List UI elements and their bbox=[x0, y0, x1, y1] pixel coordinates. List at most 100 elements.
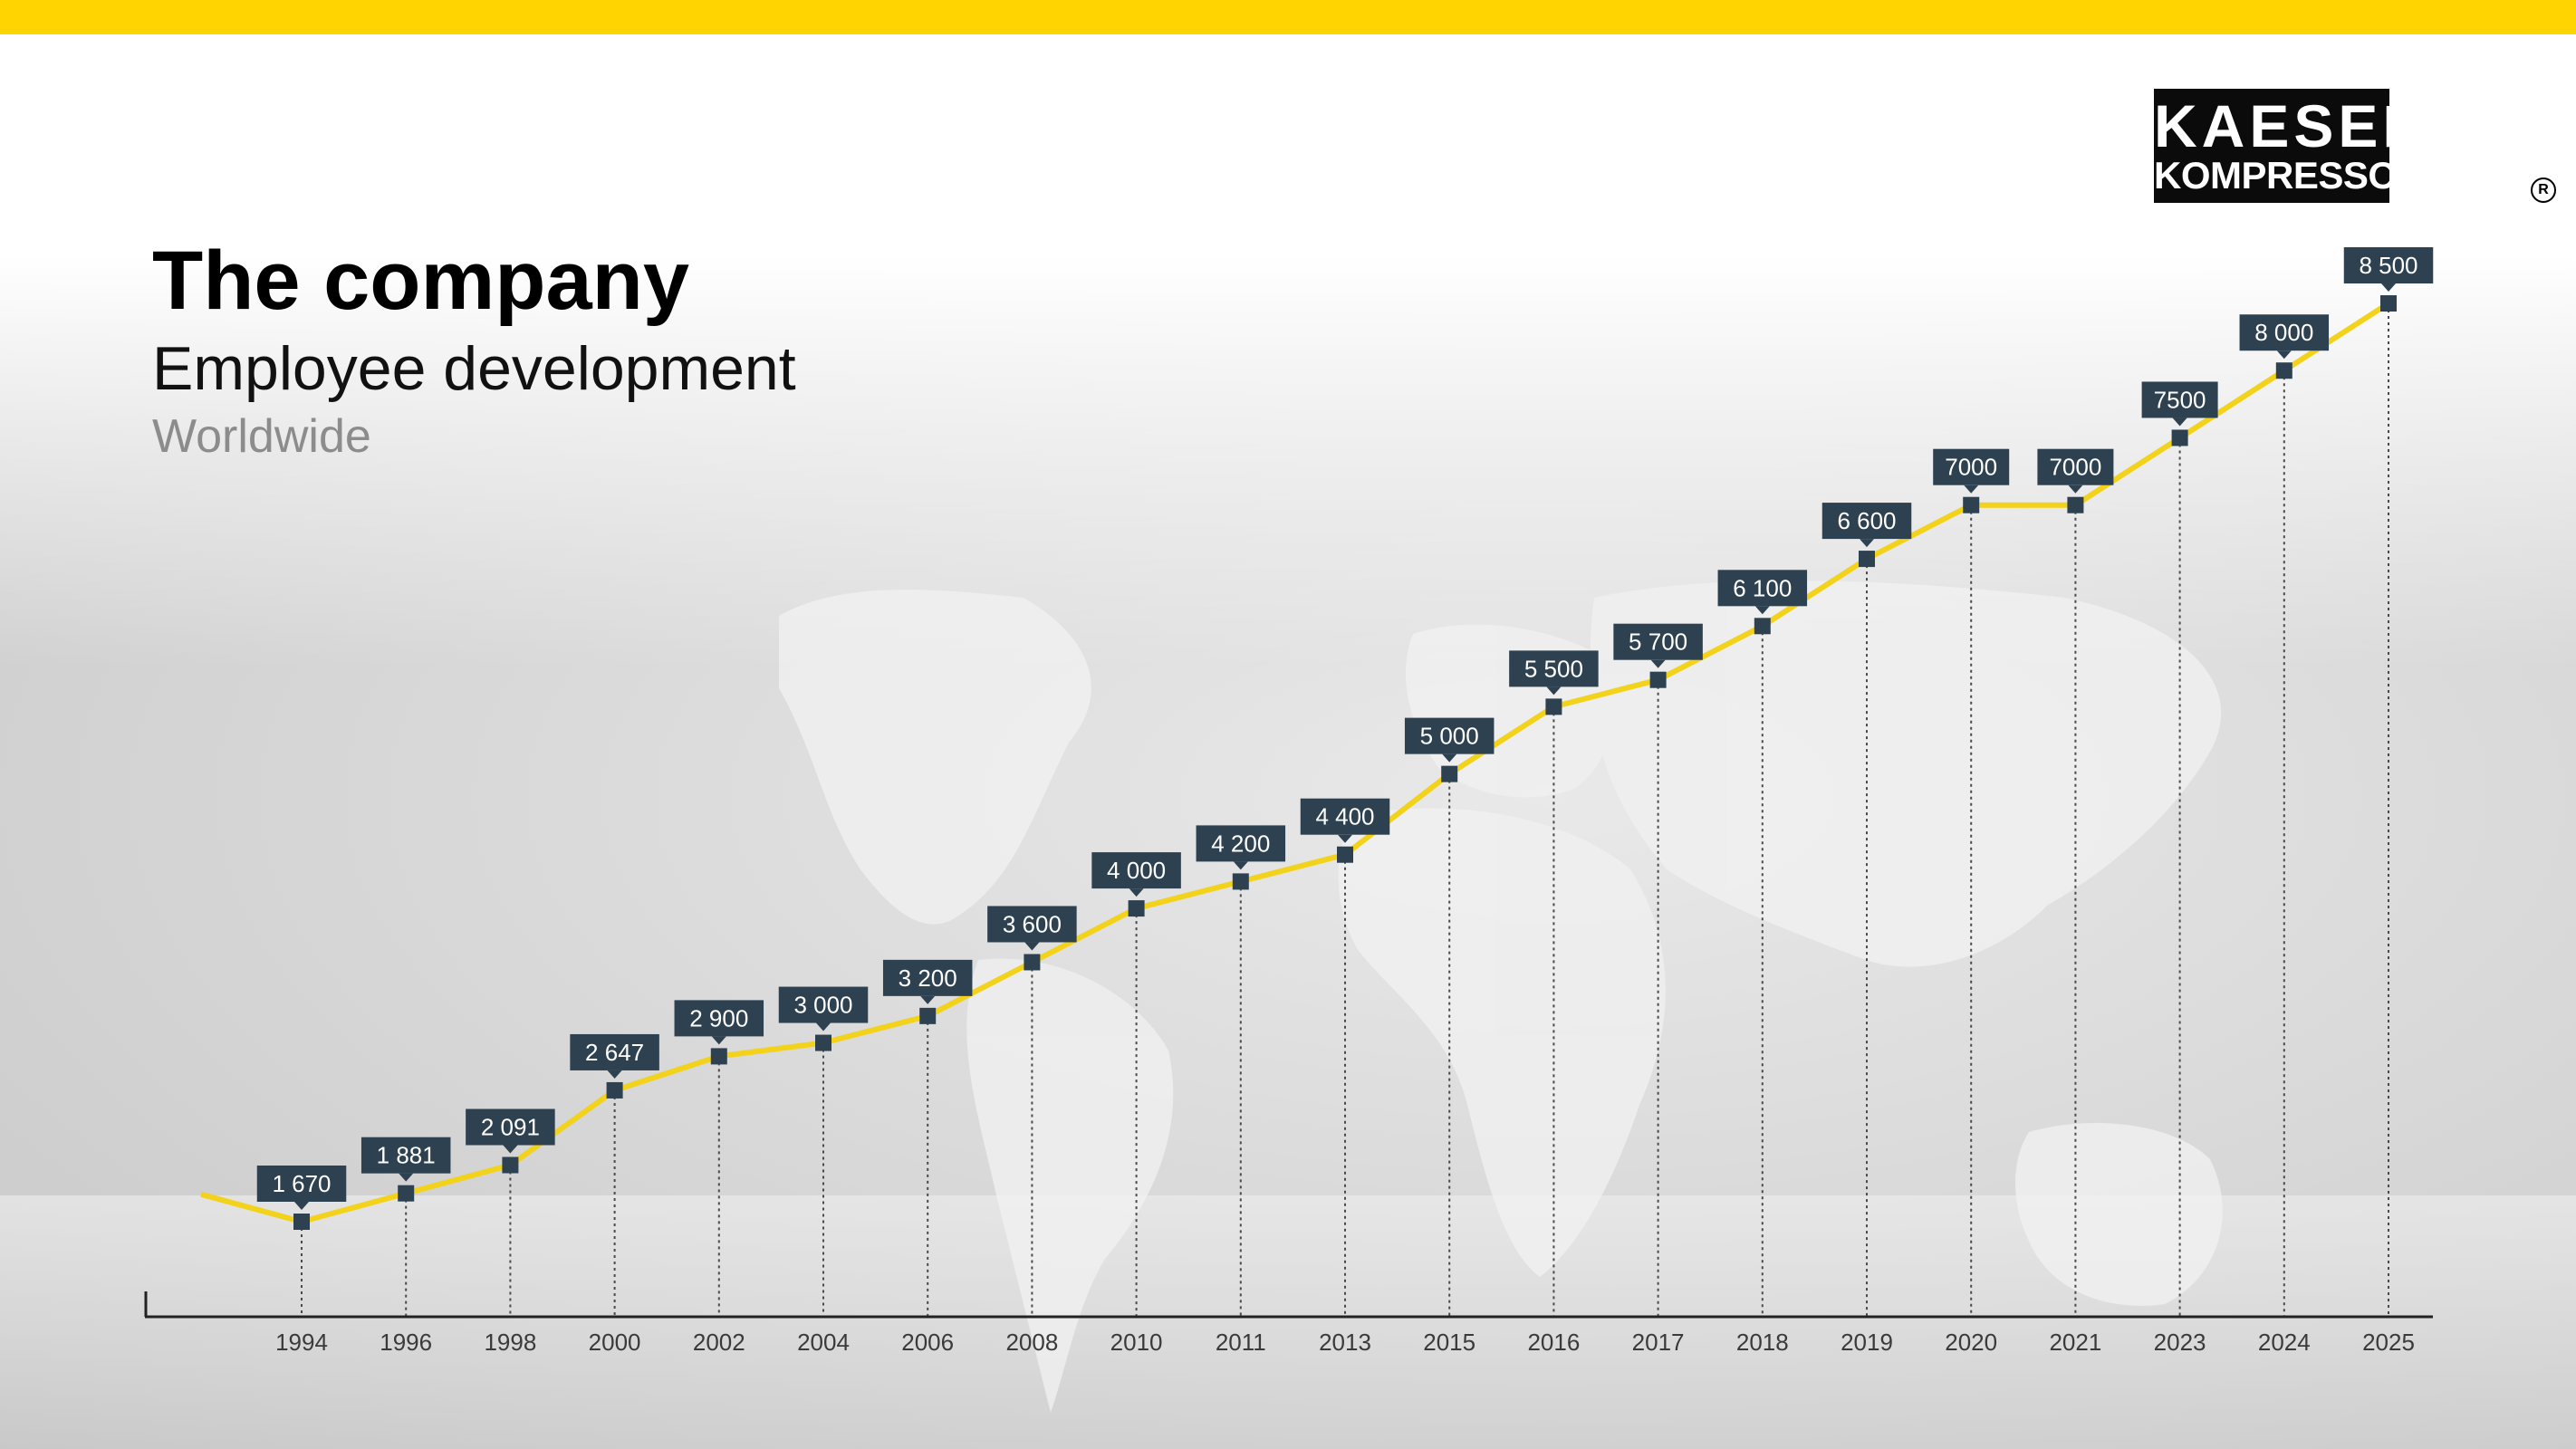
x-tick-2008: 2008 bbox=[1005, 1329, 1058, 1356]
data-point-2015 bbox=[1441, 765, 1458, 782]
kaeser-logo: KAESER KOMPRESSOREN bbox=[2154, 89, 2476, 203]
value-label-pointer-2015 bbox=[1442, 753, 1457, 763]
value-label-box-2024 bbox=[2239, 314, 2330, 351]
value-label-pointer-2004 bbox=[816, 1022, 831, 1032]
value-label-2008: 3 600 bbox=[1003, 910, 1062, 937]
value-label-pointer-1996 bbox=[399, 1173, 414, 1182]
value-label-2023: 7500 bbox=[2154, 386, 2206, 413]
australia-shape bbox=[2015, 1123, 2223, 1306]
top-accent-bar bbox=[0, 0, 2576, 34]
value-label-pointer-2024 bbox=[2276, 350, 2292, 360]
value-label-box-2023 bbox=[2141, 381, 2218, 418]
data-point-2011 bbox=[1232, 873, 1249, 890]
value-label-box-2017 bbox=[1613, 623, 1703, 660]
data-point-2016 bbox=[1545, 698, 1562, 715]
x-tick-1996: 1996 bbox=[380, 1329, 432, 1356]
x-tick-2006: 2006 bbox=[901, 1329, 954, 1356]
x-tick-2000: 2000 bbox=[589, 1329, 641, 1356]
x-tick-2017: 2017 bbox=[1632, 1329, 1685, 1356]
value-label-2021: 7000 bbox=[2049, 454, 2101, 481]
page-subtitle: Employee development bbox=[152, 334, 796, 403]
value-label-2015: 5 000 bbox=[1420, 723, 1479, 750]
data-point-2018 bbox=[1754, 618, 1771, 635]
x-tick-2019: 2019 bbox=[1841, 1329, 1893, 1356]
value-label-pointer-1998 bbox=[503, 1145, 518, 1154]
value-label-pointer-2000 bbox=[607, 1070, 622, 1079]
value-label-pointer-2018 bbox=[1754, 606, 1770, 615]
x-tick-2025: 2025 bbox=[2362, 1329, 2415, 1356]
value-label-1998: 2 091 bbox=[481, 1113, 540, 1140]
data-point-2000 bbox=[606, 1081, 623, 1099]
data-markers-group bbox=[293, 295, 2397, 1230]
x-tick-2023: 2023 bbox=[2154, 1329, 2206, 1356]
x-tick-2010: 2010 bbox=[1110, 1329, 1163, 1356]
value-label-box-2011 bbox=[1196, 825, 1286, 862]
value-label-2000: 2 647 bbox=[585, 1039, 644, 1066]
value-label-pointer-2017 bbox=[1650, 659, 1666, 668]
drop-lines-group bbox=[301, 303, 2389, 1317]
data-point-2025 bbox=[2380, 295, 2397, 312]
value-label-box-2016 bbox=[1509, 650, 1599, 687]
data-point-2019 bbox=[1859, 551, 1875, 568]
value-label-pointer-2010 bbox=[1129, 888, 1144, 897]
value-label-1994: 1 670 bbox=[272, 1170, 331, 1197]
background-fade bbox=[0, 34, 2576, 668]
data-point-2013 bbox=[1337, 846, 1353, 863]
registered-trademark-icon: R bbox=[2531, 178, 2556, 203]
x-tick-1994: 1994 bbox=[275, 1329, 328, 1356]
x-tick-2021: 2021 bbox=[2049, 1329, 2101, 1356]
value-label-1996: 1 881 bbox=[377, 1142, 436, 1169]
data-point-2008 bbox=[1024, 954, 1041, 971]
page-title: The company bbox=[152, 235, 690, 327]
value-label-box-2006 bbox=[882, 959, 973, 996]
data-point-2021 bbox=[2067, 496, 2084, 513]
x-tick-2016: 2016 bbox=[1527, 1329, 1580, 1356]
value-label-box-2002 bbox=[674, 1000, 764, 1037]
value-label-box-2020 bbox=[1933, 448, 2010, 485]
series-line-employees bbox=[200, 301, 2390, 1224]
south-america-shape bbox=[966, 958, 1174, 1413]
data-point-2024 bbox=[2275, 362, 2292, 379]
data-point-2002 bbox=[710, 1048, 727, 1065]
value-label-pointer-2016 bbox=[1546, 686, 1562, 696]
value-label-pointer-2002 bbox=[711, 1036, 726, 1045]
data-point-2004 bbox=[815, 1034, 831, 1051]
north-america-shape bbox=[779, 590, 1091, 925]
value-label-pointer-2013 bbox=[1338, 834, 1352, 843]
x-tick-2020: 2020 bbox=[1945, 1329, 1997, 1356]
value-label-box-2004 bbox=[778, 986, 869, 1023]
asia-shape bbox=[1590, 581, 2222, 967]
value-label-2004: 3 000 bbox=[793, 992, 852, 1019]
value-label-2011: 4 200 bbox=[1211, 830, 1270, 857]
value-label-box-2025 bbox=[2343, 247, 2434, 283]
value-label-2010: 4 000 bbox=[1107, 857, 1166, 884]
africa-shape bbox=[1338, 808, 1666, 1277]
x-tick-2018: 2018 bbox=[1736, 1329, 1789, 1356]
value-label-pointer-2025 bbox=[2381, 283, 2396, 292]
value-label-pointer-2019 bbox=[1860, 539, 1874, 548]
value-label-2025: 8 500 bbox=[2359, 252, 2417, 279]
value-label-box-1996 bbox=[360, 1137, 451, 1174]
x-tick-2002: 2002 bbox=[693, 1329, 745, 1356]
value-label-box-1994 bbox=[256, 1166, 347, 1202]
value-label-2018: 6 100 bbox=[1733, 574, 1792, 601]
data-point-2006 bbox=[919, 1007, 937, 1024]
value-label-2013: 4 400 bbox=[1315, 803, 1374, 830]
data-point-1996 bbox=[398, 1185, 415, 1202]
value-label-pointer-2020 bbox=[1964, 485, 1979, 494]
value-label-2002: 2 900 bbox=[689, 1004, 748, 1032]
value-label-2019: 6 600 bbox=[1837, 507, 1896, 534]
data-point-2017 bbox=[1649, 671, 1667, 688]
value-label-box-2008 bbox=[987, 906, 1077, 943]
x-tick-1998: 1998 bbox=[484, 1329, 536, 1356]
value-label-pointer-2006 bbox=[920, 995, 936, 1004]
value-label-box-2021 bbox=[2037, 448, 2114, 485]
value-label-box-2000 bbox=[570, 1033, 659, 1070]
value-label-pointer-2021 bbox=[2068, 485, 2083, 494]
value-label-pointer-2008 bbox=[1024, 942, 1040, 951]
data-point-1998 bbox=[502, 1156, 519, 1174]
value-label-box-1998 bbox=[466, 1108, 555, 1146]
value-label-box-2013 bbox=[1300, 798, 1390, 835]
value-label-box-2019 bbox=[1821, 503, 1912, 540]
